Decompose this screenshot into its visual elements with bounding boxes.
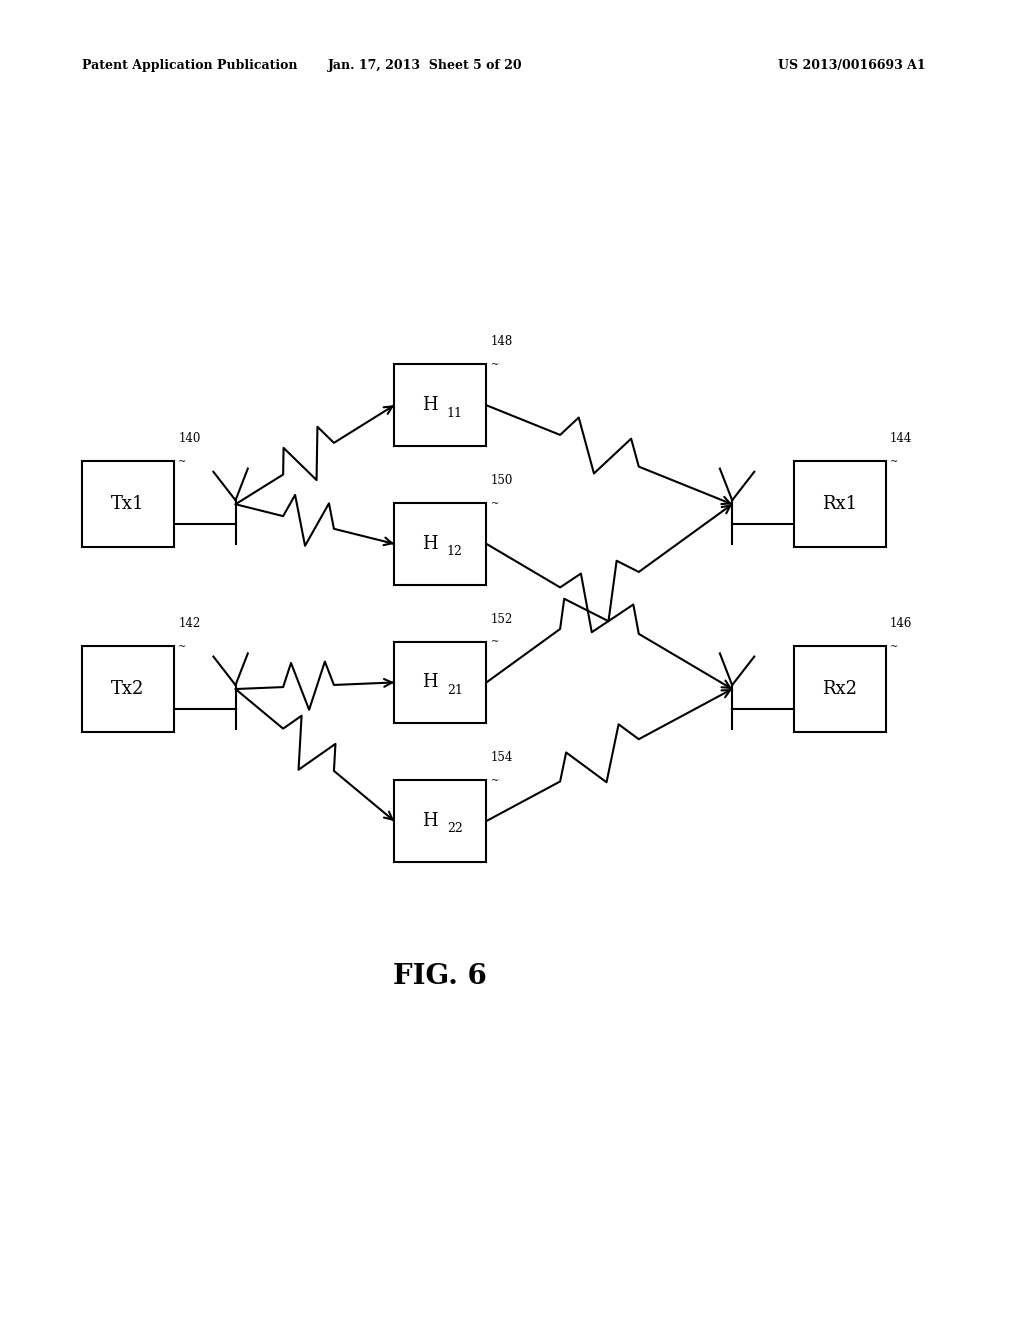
Text: 22: 22 xyxy=(446,822,463,836)
Text: H: H xyxy=(422,535,438,553)
Text: Jan. 17, 2013  Sheet 5 of 20: Jan. 17, 2013 Sheet 5 of 20 xyxy=(328,59,522,73)
Text: Patent Application Publication: Patent Application Publication xyxy=(82,59,297,73)
FancyBboxPatch shape xyxy=(82,647,174,731)
Text: ~: ~ xyxy=(890,458,898,466)
Text: ~: ~ xyxy=(490,360,499,370)
Text: Tx2: Tx2 xyxy=(112,680,144,698)
FancyBboxPatch shape xyxy=(394,503,486,585)
Text: 11: 11 xyxy=(446,407,463,420)
Text: 144: 144 xyxy=(890,433,912,446)
Text: 140: 140 xyxy=(178,433,201,446)
FancyBboxPatch shape xyxy=(394,364,486,446)
FancyBboxPatch shape xyxy=(394,780,486,862)
Text: 148: 148 xyxy=(490,335,513,348)
FancyBboxPatch shape xyxy=(82,461,174,546)
Text: 142: 142 xyxy=(178,618,201,631)
Text: H: H xyxy=(422,812,438,830)
Text: H: H xyxy=(422,673,438,692)
Text: H: H xyxy=(422,396,438,414)
Text: US 2013/0016693 A1: US 2013/0016693 A1 xyxy=(778,59,926,73)
FancyBboxPatch shape xyxy=(794,461,886,546)
Text: 152: 152 xyxy=(490,612,513,626)
Text: ~: ~ xyxy=(490,776,499,785)
Text: Rx1: Rx1 xyxy=(822,495,857,513)
Text: 21: 21 xyxy=(446,684,463,697)
Text: 12: 12 xyxy=(446,545,463,558)
FancyBboxPatch shape xyxy=(794,647,886,731)
Text: ~: ~ xyxy=(178,458,186,466)
Text: ~: ~ xyxy=(490,638,499,647)
Text: ~: ~ xyxy=(890,643,898,651)
Text: Tx1: Tx1 xyxy=(112,495,144,513)
Text: Rx2: Rx2 xyxy=(822,680,857,698)
Text: ~: ~ xyxy=(178,643,186,651)
Text: 154: 154 xyxy=(490,751,513,764)
Text: ~: ~ xyxy=(490,499,499,508)
Text: 150: 150 xyxy=(490,474,513,487)
Text: 146: 146 xyxy=(890,618,912,631)
FancyBboxPatch shape xyxy=(394,642,486,723)
Text: FIG. 6: FIG. 6 xyxy=(393,964,487,990)
